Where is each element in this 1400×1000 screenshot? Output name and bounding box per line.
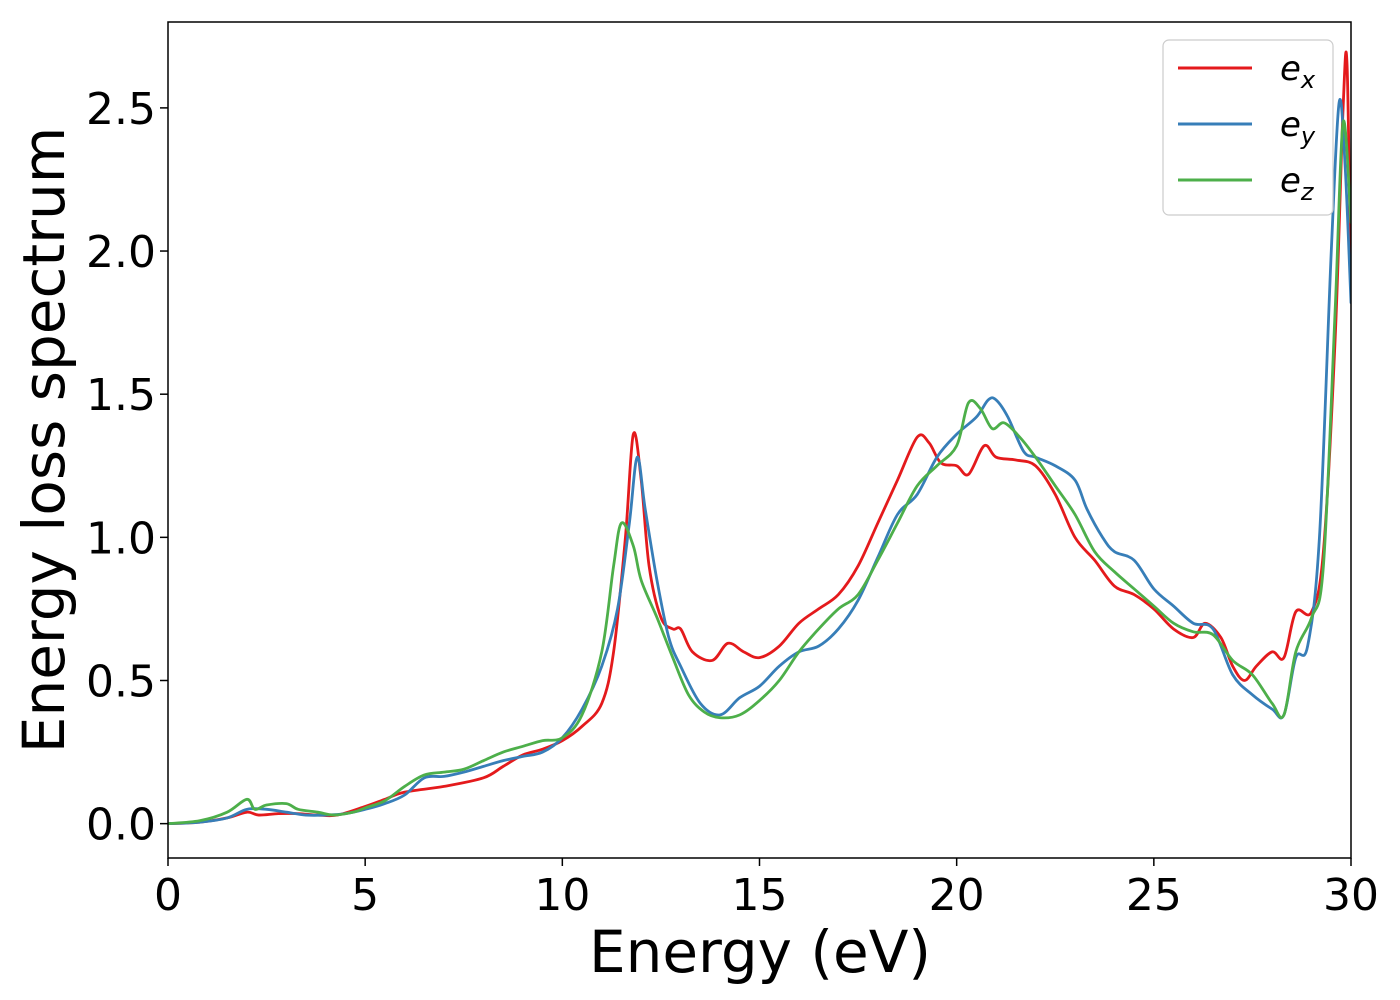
x-tick-label: 25: [1126, 870, 1182, 921]
x-tick-label: 5: [351, 870, 379, 921]
series-line-e-z: [168, 119, 1351, 826]
y-tick-label: 2.0: [86, 227, 156, 278]
legend: ex ey ez: [1162, 39, 1334, 216]
y-tick-label: 0.0: [86, 800, 156, 851]
x-tick-label: 20: [929, 870, 985, 921]
x-tick-label: 10: [534, 870, 590, 921]
legend-label-e-y: ey: [1280, 105, 1316, 150]
series-line-e-x: [168, 50, 1351, 826]
y-axis-label: Energy loss spectrum: [10, 127, 78, 753]
series-line-e-y: [168, 98, 1351, 826]
x-tick-label: 15: [732, 870, 788, 921]
y-tick-label: 2.5: [86, 84, 156, 135]
legend-label-e-z: ez: [1280, 161, 1315, 206]
y-tick-label: 1.0: [86, 513, 156, 564]
x-tick-label: 30: [1323, 870, 1379, 921]
legend-frame: [1162, 39, 1334, 216]
x-axis-ticks: 0 5 10 15 20 25 30: [154, 858, 1379, 921]
legend-items: ex ey ez: [1178, 49, 1316, 206]
series-layer: [168, 50, 1351, 826]
y-tick-label: 1.5: [86, 370, 156, 421]
y-tick-label: 0.5: [86, 656, 156, 707]
x-axis-label: Energy (eV): [589, 918, 931, 986]
legend-label-e-x: ex: [1280, 49, 1316, 94]
x-tick-label: 0: [154, 870, 182, 921]
y-axis-ticks: 0.0 0.5 1.0 1.5 2.0 2.5: [86, 84, 168, 851]
